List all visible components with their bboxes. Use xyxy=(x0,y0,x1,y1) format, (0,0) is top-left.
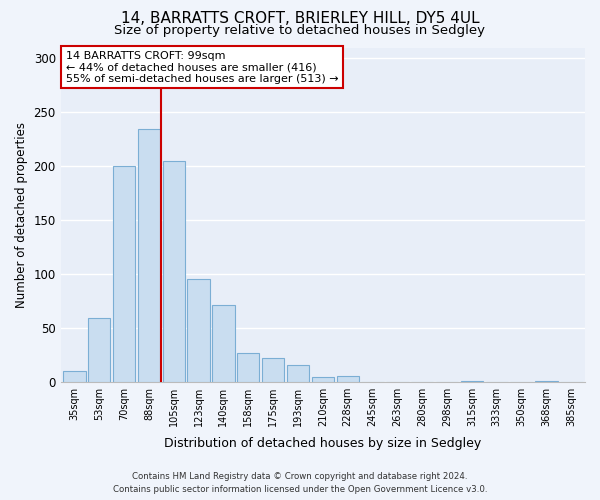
Text: Size of property relative to detached houses in Sedgley: Size of property relative to detached ho… xyxy=(115,24,485,37)
Bar xyxy=(113,166,135,382)
Bar xyxy=(535,380,557,382)
Bar xyxy=(311,378,334,382)
Y-axis label: Number of detached properties: Number of detached properties xyxy=(15,122,28,308)
Text: Contains HM Land Registry data © Crown copyright and database right 2024.
Contai: Contains HM Land Registry data © Crown c… xyxy=(113,472,487,494)
Bar xyxy=(212,305,235,382)
Bar xyxy=(337,376,359,382)
Text: 14 BARRATTS CROFT: 99sqm
← 44% of detached houses are smaller (416)
55% of semi-: 14 BARRATTS CROFT: 99sqm ← 44% of detach… xyxy=(66,51,338,84)
Bar xyxy=(287,366,309,382)
Bar xyxy=(138,130,160,382)
Bar xyxy=(461,380,483,382)
Bar xyxy=(63,371,86,382)
Bar xyxy=(187,280,210,382)
Bar xyxy=(88,318,110,382)
Bar xyxy=(262,358,284,382)
X-axis label: Distribution of detached houses by size in Sedgley: Distribution of detached houses by size … xyxy=(164,437,481,450)
Bar xyxy=(163,160,185,382)
Bar xyxy=(237,352,259,382)
Text: 14, BARRATTS CROFT, BRIERLEY HILL, DY5 4UL: 14, BARRATTS CROFT, BRIERLEY HILL, DY5 4… xyxy=(121,11,479,26)
